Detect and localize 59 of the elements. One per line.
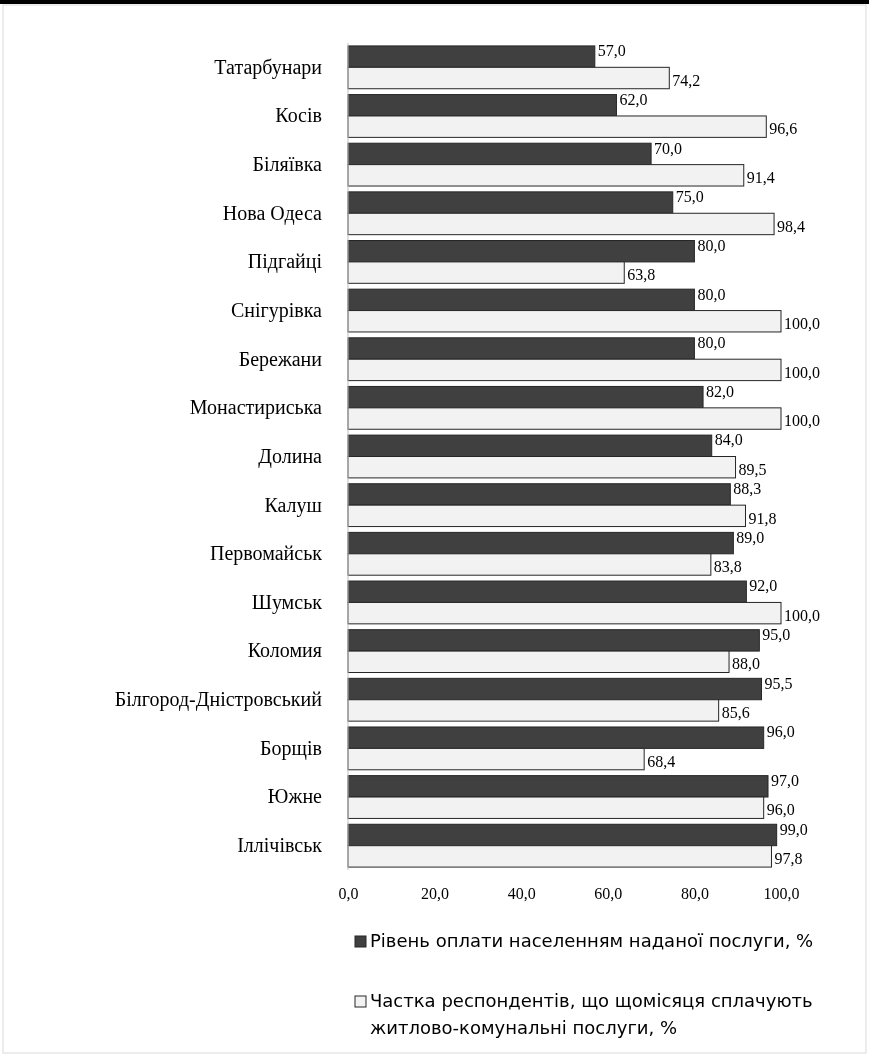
y-tick-label: Білгород-Дністровський — [114, 688, 323, 712]
y-tick-label: Підгайці — [247, 250, 323, 274]
y-tick-label: Долина — [258, 444, 323, 468]
data-label: 98,4 — [777, 217, 806, 235]
data-label: 97,0 — [771, 772, 800, 789]
data-label: 82,0 — [706, 382, 735, 400]
data-label: 92,0 — [749, 577, 778, 595]
y-tick-label: Снігурівка — [230, 298, 323, 322]
x-tick-label: 0,0 — [338, 885, 359, 903]
data-label: 85,6 — [721, 704, 750, 722]
data-label: 75,0 — [675, 188, 704, 206]
data-label: 95,0 — [762, 626, 791, 644]
data-label: 68,4 — [647, 752, 676, 770]
y-tick-label: Калуш — [264, 493, 323, 517]
data-label: 100,0 — [784, 314, 820, 332]
data-label: 91,8 — [748, 509, 777, 527]
y-tick-label: Коломия — [247, 639, 322, 662]
y-tick-label: Біляївка — [252, 153, 323, 176]
data-label: 57,0 — [597, 42, 626, 60]
legend-label: Рівень оплати населенням наданої послуги, % — [370, 930, 814, 951]
data-label: 63,8 — [627, 266, 656, 284]
y-tick-label: Нова Одеса — [222, 201, 323, 225]
data-label: 95,5 — [764, 674, 793, 692]
data-label: 96,6 — [769, 120, 798, 138]
y-tick-label: Первомайськ — [209, 542, 323, 566]
data-label: 88,3 — [733, 480, 762, 498]
data-label: 80,0 — [697, 285, 726, 303]
data-label: 70,0 — [654, 139, 683, 157]
data-label: 80,0 — [697, 236, 726, 254]
y-tick-label: Бережани — [238, 347, 323, 371]
x-tick-label: 20,0 — [421, 885, 450, 903]
data-label: 96,0 — [766, 723, 795, 741]
y-tick-label: Косів — [275, 104, 322, 127]
data-label: 88,0 — [732, 655, 761, 673]
y-tick-label: Шумськ — [251, 590, 323, 614]
data-label: 83,8 — [713, 558, 742, 576]
data-label: 80,0 — [697, 334, 726, 352]
data-label: 100,0 — [784, 412, 820, 430]
data-label: 96,0 — [766, 801, 795, 819]
x-tick-label: 80,0 — [680, 885, 709, 903]
data-label: 74,2 — [672, 71, 701, 89]
y-tick-label: Монастириська — [189, 396, 323, 420]
y-tick-label: Татарбунари — [214, 55, 323, 79]
data-label: 100,0 — [784, 363, 820, 381]
x-tick-label: 100,0 — [763, 885, 800, 903]
data-label: 89,0 — [736, 528, 765, 546]
legend-label: Частка респондентів, що щомісяця сплачують житлово-комунальні послуги, % — [370, 990, 813, 1038]
y-tick-label: Южне — [267, 785, 323, 808]
data-label: 100,0 — [784, 606, 820, 624]
data-label: 62,0 — [619, 90, 648, 108]
data-label: 91,4 — [746, 168, 775, 186]
x-tick-label: 60,0 — [594, 885, 623, 903]
data-label: 97,8 — [774, 850, 803, 868]
data-label: 99,0 — [779, 820, 808, 838]
data-label: 89,5 — [738, 460, 767, 478]
x-tick-label: 40,0 — [507, 885, 536, 903]
y-tick-label: Іллічівськ — [237, 834, 323, 857]
y-tick-label: Борщів — [260, 736, 322, 760]
data-label: 84,0 — [714, 431, 743, 449]
